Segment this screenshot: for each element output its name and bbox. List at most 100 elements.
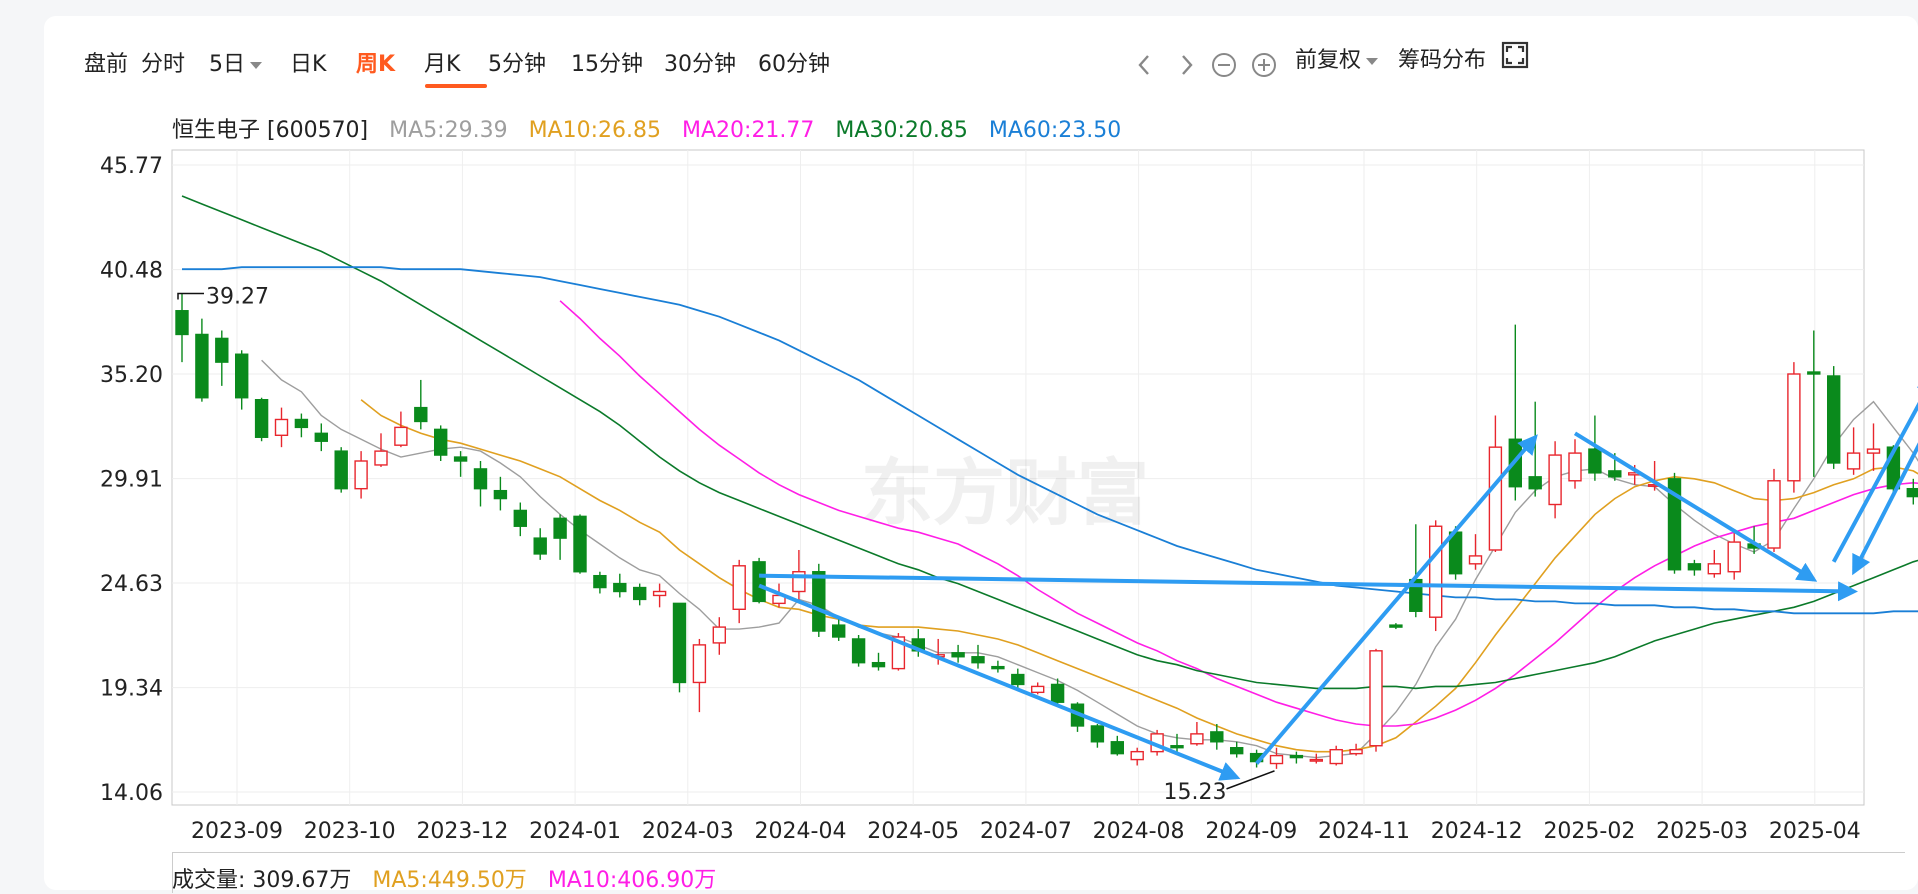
candle-body bbox=[832, 624, 846, 638]
candle-body bbox=[1329, 748, 1343, 765]
stock-name: 恒生电子 [600570] bbox=[172, 118, 369, 143]
adjust-dropdown[interactable]: 前复权 bbox=[1295, 42, 1379, 74]
trend-arrow bbox=[1573, 431, 1818, 582]
candle-body bbox=[1210, 731, 1224, 743]
x-tick-label: 2024-07 bbox=[980, 819, 1072, 844]
candle-body bbox=[254, 399, 269, 438]
candle-body bbox=[1906, 487, 1918, 498]
candle-body bbox=[891, 636, 906, 670]
tab-1[interactable]: 分时 bbox=[141, 46, 185, 78]
ma-line-ma60 bbox=[182, 266, 1918, 615]
candle-body bbox=[633, 586, 647, 601]
tab-7[interactable]: 15分钟 bbox=[571, 46, 643, 78]
candle-body bbox=[294, 418, 309, 429]
ma20-legend: MA20:21.77 bbox=[682, 118, 815, 143]
candle-body bbox=[414, 406, 428, 423]
high-marker bbox=[177, 292, 204, 300]
candle-body bbox=[1727, 541, 1741, 573]
plot-frame bbox=[171, 149, 1865, 806]
ma-line-ma20 bbox=[559, 300, 1918, 727]
candle-body bbox=[1548, 454, 1562, 506]
candle-body bbox=[851, 638, 866, 664]
active-tab-underline bbox=[425, 84, 487, 88]
y-tick-label: 29.91 bbox=[100, 468, 163, 493]
tab-0[interactable]: 盘前 bbox=[84, 46, 128, 78]
x-tick-label: 2025-02 bbox=[1543, 819, 1635, 844]
candle-body bbox=[1568, 452, 1582, 482]
volume-ma5: MA5:449.50万 bbox=[372, 868, 527, 893]
low-marker bbox=[1226, 770, 1275, 790]
trend-arrow bbox=[759, 573, 1858, 602]
candle-body bbox=[434, 428, 448, 456]
tab-label: 60分钟 bbox=[758, 52, 830, 77]
candle-body bbox=[195, 333, 209, 399]
candle-body bbox=[1846, 452, 1861, 470]
candle-body bbox=[1428, 525, 1443, 618]
tab-3[interactable]: 日K bbox=[290, 46, 326, 78]
candle-body bbox=[1369, 650, 1383, 747]
tab-8[interactable]: 30分钟 bbox=[664, 46, 736, 78]
candle-body bbox=[1807, 371, 1821, 375]
candle-body bbox=[712, 626, 726, 644]
candle-body bbox=[1050, 683, 1065, 703]
candle-body bbox=[1767, 480, 1781, 549]
ma-line-ma30 bbox=[181, 195, 1918, 690]
candle-body bbox=[453, 456, 468, 462]
volume-panel bbox=[172, 852, 1905, 893]
chip-distribution-button[interactable]: 筹码分布 bbox=[1398, 48, 1487, 73]
y-tick-label: 40.48 bbox=[100, 259, 163, 284]
candle-body bbox=[1866, 448, 1881, 454]
zoom-out-icon[interactable] bbox=[1209, 50, 1239, 80]
candle-body bbox=[1389, 624, 1403, 628]
zoom-in-icon[interactable] bbox=[1249, 50, 1279, 80]
tab-5[interactable]: 月K bbox=[424, 46, 460, 78]
candle-body bbox=[652, 590, 667, 597]
candle-body bbox=[1588, 448, 1602, 474]
ma-legend: 恒生电子 [600570] MA5:29.39 MA10:26.85 MA20:… bbox=[172, 112, 1135, 144]
chevron-right-icon[interactable] bbox=[1171, 50, 1201, 80]
candle-body bbox=[1707, 563, 1722, 575]
candle-body bbox=[1826, 375, 1841, 464]
candle-body bbox=[752, 561, 766, 603]
tab-label: 5日 bbox=[209, 52, 245, 77]
candle-body bbox=[513, 509, 527, 527]
x-tick-label: 2025-04 bbox=[1769, 819, 1861, 844]
period-tabs: 盘前 分时 5日 日K 周K 月K 5分钟 15分钟 30分钟 60分钟 bbox=[44, 16, 1918, 86]
tab-6[interactable]: 5分钟 bbox=[488, 46, 546, 78]
candle-body bbox=[593, 574, 607, 589]
candle-body bbox=[1090, 725, 1105, 743]
y-tick-label: 45.77 bbox=[100, 154, 163, 179]
trend-arrow bbox=[1255, 434, 1538, 765]
candle-body bbox=[1190, 733, 1204, 745]
candle-body bbox=[672, 602, 687, 684]
candle-body bbox=[1110, 741, 1125, 755]
tab-label: 5分钟 bbox=[488, 52, 546, 77]
candle-body bbox=[1349, 748, 1363, 755]
tab-label: 分时 bbox=[141, 52, 186, 77]
watermark-logo: 东方财富 bbox=[861, 451, 1149, 535]
candle-body bbox=[553, 517, 567, 539]
y-tick-label: 19.34 bbox=[100, 677, 163, 702]
candle-body bbox=[314, 432, 328, 442]
candle-body bbox=[1269, 754, 1284, 765]
candle-body bbox=[991, 665, 1005, 670]
candle-body bbox=[234, 353, 249, 399]
tab-4[interactable]: 周K bbox=[356, 46, 395, 78]
tab-2[interactable]: 5日 bbox=[209, 46, 262, 78]
high-annotation: 39.27 bbox=[206, 285, 269, 310]
chevron-down-icon bbox=[250, 61, 262, 69]
candle-body bbox=[971, 656, 985, 664]
x-tick-label: 2024-08 bbox=[1093, 819, 1185, 844]
candle-body bbox=[1468, 555, 1483, 565]
tab-9[interactable]: 60分钟 bbox=[758, 46, 830, 78]
fullscreen-icon[interactable] bbox=[1500, 40, 1530, 70]
x-tick-label: 2024-03 bbox=[642, 819, 734, 844]
volume-ma10: MA10:406.90万 bbox=[547, 868, 717, 893]
ma5-legend: MA5:29.39 bbox=[389, 118, 508, 143]
volume-label: 成交量: 309.67万 bbox=[172, 868, 352, 893]
chevron-left-icon[interactable] bbox=[1130, 50, 1160, 80]
candle-body bbox=[812, 571, 826, 632]
candle-body bbox=[1608, 470, 1622, 478]
ma10-legend: MA10:26.85 bbox=[528, 118, 661, 143]
